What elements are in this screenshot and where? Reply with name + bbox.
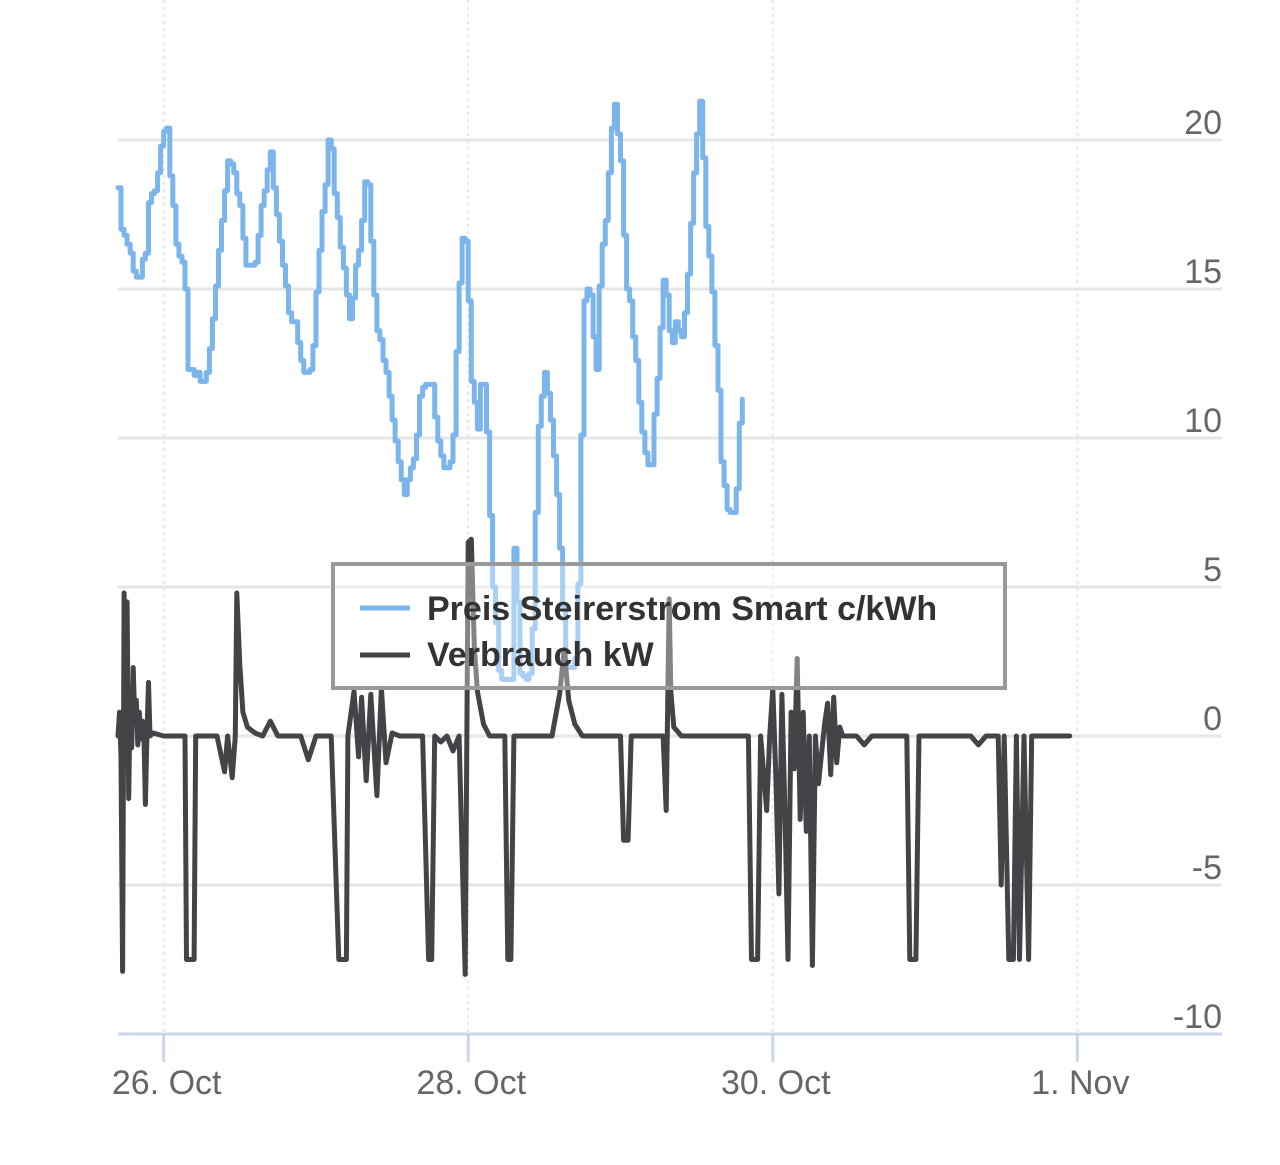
y-tick-label: 5 [1203, 551, 1222, 589]
series-line-consumption[interactable] [115, 536, 1073, 977]
y-tick-label: 10 [1184, 402, 1222, 440]
axes: 20 15 10 5 0 -5 -10 26. Oct 28. Oct 30. Oct 1. Nov [112, 104, 1222, 1102]
x-tick-label: 26. Oct [112, 1064, 222, 1102]
x-tick-label: 28. Oct [416, 1064, 526, 1102]
grid [118, 0, 1222, 1034]
y-tick-label: 20 [1184, 104, 1222, 142]
y-tick-label: 15 [1184, 253, 1222, 291]
series-line-price[interactable] [115, 98, 745, 682]
legend-label-price[interactable]: Preis Steirerstrom Smart c/kWh [427, 590, 937, 628]
x-tick-label: 1. Nov [1031, 1064, 1129, 1102]
y-tick-label: -10 [1173, 998, 1222, 1036]
legend: Preis Steirerstrom Smart c/kWh Verbrauch… [331, 562, 1007, 690]
legend-label-consumption[interactable]: Verbrauch kW [427, 636, 655, 674]
y-tick-label: -5 [1192, 849, 1222, 887]
series-layer [115, 98, 1073, 977]
x-tick-label: 30. Oct [721, 1064, 831, 1102]
y-tick-label: 0 [1203, 700, 1222, 738]
legend-box [331, 562, 1007, 690]
